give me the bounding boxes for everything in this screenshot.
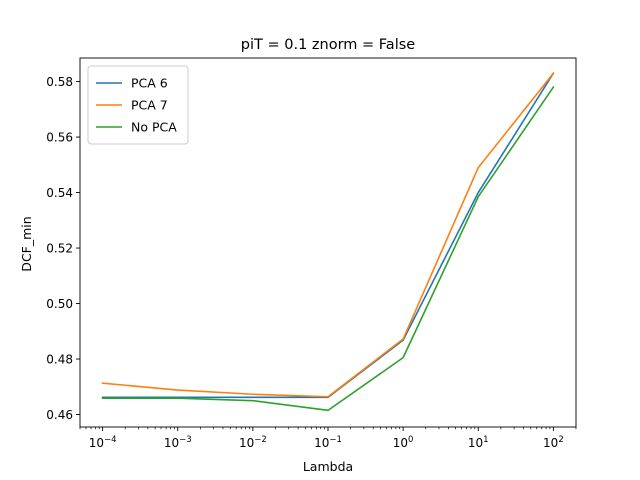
x-tick-label: 102 <box>543 435 564 450</box>
legend-label: PCA 6 <box>131 76 168 91</box>
x-tick-label: 100 <box>393 435 414 450</box>
x-tick-label: 10−2 <box>239 435 267 450</box>
y-tick-label: 0.56 <box>46 130 73 144</box>
x-tick-label: 101 <box>468 435 489 450</box>
y-tick-label: 0.46 <box>46 408 73 422</box>
y-axis: 0.46 0.48 0.50 0.52 0.54 0.56 0.58 <box>46 75 80 422</box>
series-line-3 <box>101 86 555 412</box>
x-axis-label: Lambda <box>303 459 353 474</box>
series-line-2 <box>101 72 555 398</box>
legend-box <box>87 65 189 145</box>
x-axis: 10−4 10−3 10−2 10−1 100 101 102 <box>79 427 577 450</box>
y-tick-label: 0.48 <box>46 352 73 366</box>
legend-label: No PCA <box>131 120 177 135</box>
plot-area <box>79 57 577 428</box>
y-tick-label: 0.58 <box>46 75 73 89</box>
y-tick-label: 0.54 <box>46 186 73 200</box>
y-axis-label: DCF_min <box>19 216 34 271</box>
legend-label: PCA 7 <box>131 98 168 113</box>
x-tick-label: 10−4 <box>89 435 117 450</box>
x-tick-label: 10−1 <box>314 435 342 450</box>
y-tick-label: 0.50 <box>46 297 73 311</box>
chart-title: piT = 0.1 znorm = False <box>241 37 415 53</box>
x-tick-label: 10−3 <box>164 435 192 450</box>
y-tick-label: 0.52 <box>46 241 73 255</box>
legend: PCA 6 PCA 7 No PCA <box>87 65 189 145</box>
